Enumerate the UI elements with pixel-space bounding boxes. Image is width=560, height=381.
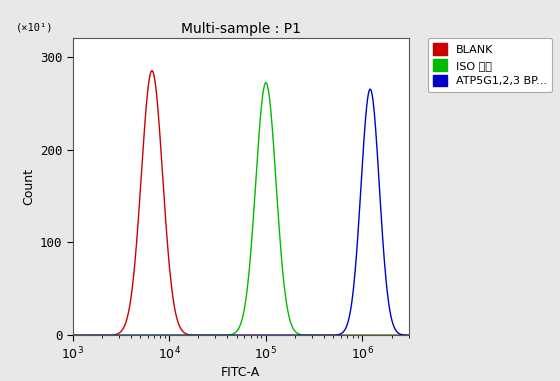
Title: Multi-sample : P1: Multi-sample : P1 bbox=[181, 22, 301, 35]
Legend: BLANK, ISO 多抗, ATP5G1,2,3 BP...: BLANK, ISO 多抗, ATP5G1,2,3 BP... bbox=[428, 38, 552, 92]
Text: (×10¹): (×10¹) bbox=[16, 22, 53, 32]
X-axis label: FITC-A: FITC-A bbox=[221, 367, 260, 379]
Y-axis label: Count: Count bbox=[23, 168, 36, 205]
